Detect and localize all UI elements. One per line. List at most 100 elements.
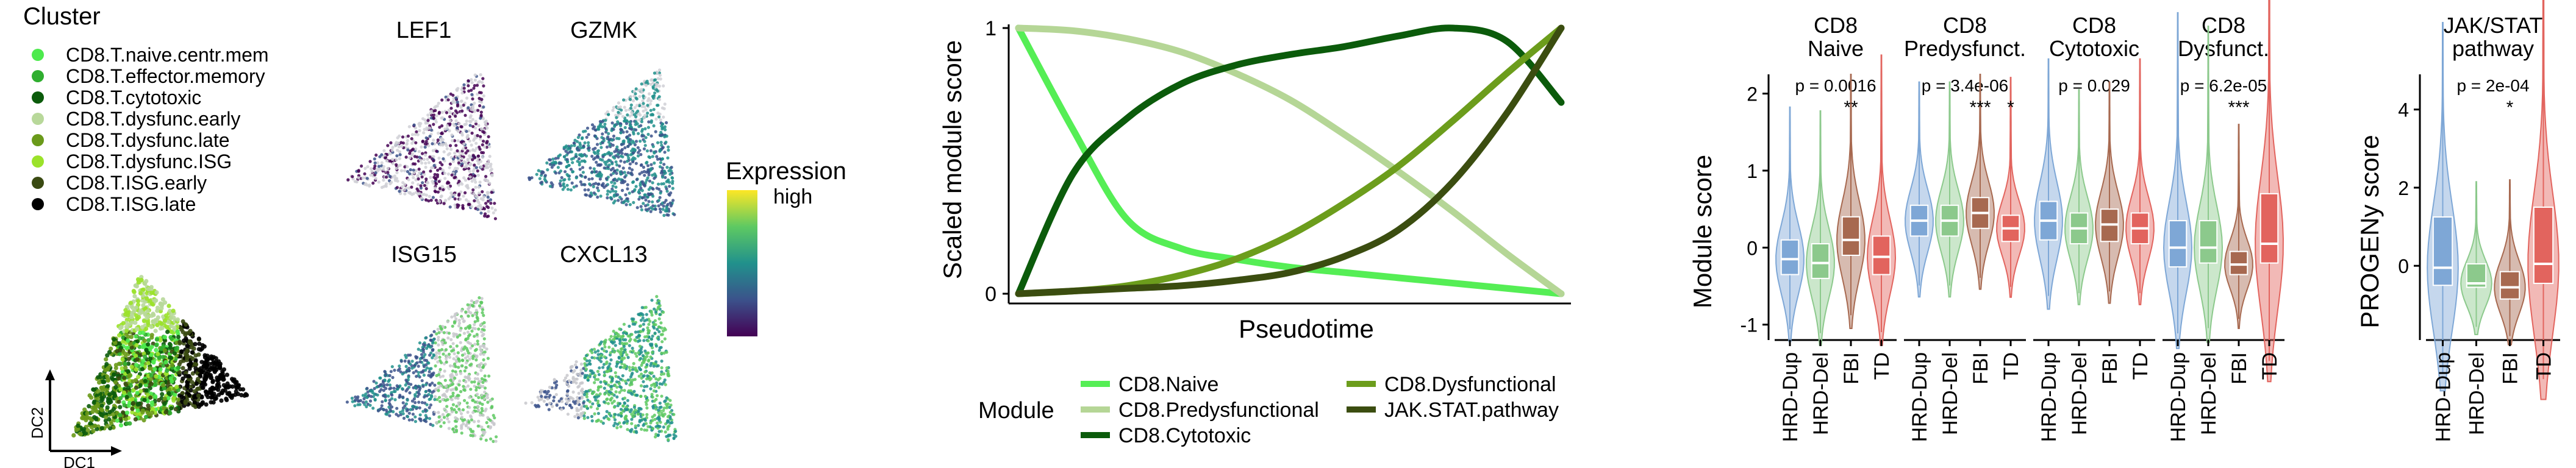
cluster-legend-label: CD8.T.ISG.late: [66, 193, 196, 215]
colorbar-gradient: [727, 190, 757, 336]
cluster-legend-swatch: [32, 177, 44, 189]
cluster-legend-label: CD8.T.effector.memory: [66, 65, 265, 87]
significance-marker: *: [2506, 98, 2514, 118]
cluster-legend-label: CD8.T.cytotoxic: [66, 87, 201, 108]
facet-title: Naive: [1808, 36, 1864, 61]
cluster-scatter: [71, 275, 249, 438]
gene-title-lef1: LEF1: [396, 18, 452, 43]
module-legend-label: JAK.STAT.pathway: [1384, 399, 1559, 422]
cluster-legend-item: CD8.T.naive.centr.mem: [32, 44, 269, 66]
colorbar-title: Expression: [726, 158, 846, 185]
cluster-legend-title: Cluster: [23, 3, 101, 30]
category-label: TD: [1870, 352, 1894, 380]
violin-ytick: 0: [1747, 237, 1758, 259]
cluster-legend-swatch: [32, 155, 44, 168]
category-label: HRD-Del: [1809, 352, 1833, 435]
module-legend-label: CD8.Predysfunctional: [1118, 399, 1319, 422]
cluster-legend-item: CD8.T.dysfunc.ISG: [32, 151, 232, 172]
module-legend-label: CD8.Dysfunctional: [1384, 373, 1556, 396]
module-legend-item: CD8.Cytotoxic: [1081, 424, 1251, 447]
module-legend-item: CD8.Dysfunctional: [1347, 373, 1556, 396]
module-legend: CD8.Naive CD8.PredysfunctionalCD8.Cytotox…: [1081, 373, 1559, 447]
feature-cxcl13: CXCL13: [524, 242, 678, 442]
significance-marker: *: [2007, 98, 2014, 118]
dc2-label: DC2: [28, 407, 46, 439]
cluster-legend-item: CD8.T.dysfunc.early: [32, 108, 240, 130]
colorbar-high-label: high: [773, 185, 812, 208]
violin-ytick: 2: [2398, 177, 2409, 199]
category-label: HRD-Dup: [2432, 352, 2455, 442]
category-label: HRD-Del: [1939, 352, 1962, 435]
category-label: HRD-Dup: [1779, 352, 1802, 442]
cluster-legend-item: CD8.T.ISG.late: [32, 193, 196, 215]
facet-title: CD8: [2072, 13, 2116, 38]
cluster-legend-swatch: [32, 70, 44, 82]
dc-axes: DC2 DC1: [28, 369, 122, 468]
category-label: FBI: [2228, 352, 2251, 385]
violin-ytick: 1: [1747, 160, 1758, 182]
facet-p-value: p = 0.0016: [1795, 76, 1876, 95]
violin-box: [2168, 220, 2188, 268]
cluster-legend-label: CD8.T.dysfunc.late: [66, 129, 230, 151]
violin-box: [1872, 235, 1891, 275]
module-legend-title: Module: [978, 398, 1054, 424]
facet-p-value: p = 3.4e-06: [1922, 76, 2008, 95]
pseudotime-series-line: [1015, 24, 1565, 297]
category-label: HRD-Del: [2466, 352, 2489, 435]
significance-marker: **: [1844, 98, 1858, 118]
violin-box: [2432, 216, 2453, 286]
module-legend-label: CD8.Cytotoxic: [1118, 424, 1251, 447]
pseudotime-series-line: [1015, 24, 1565, 297]
facet-title: CD8: [1814, 13, 1858, 38]
category-label: FBI: [2499, 352, 2522, 385]
significance-marker: ***: [2228, 98, 2249, 118]
pseudotime-series-line: [1015, 24, 1565, 297]
category-label: FBI: [1840, 352, 1863, 385]
significance-marker: ***: [1969, 98, 1991, 118]
module-score-ylabel: Module score: [1688, 155, 1717, 308]
feature-isg15: ISG15: [345, 242, 498, 444]
progeny-ylabel: PROGENy score: [2355, 135, 2384, 328]
violin-box: [2229, 250, 2249, 275]
category-label: HRD-Dup: [2038, 352, 2061, 442]
violin-ytick: 2: [1747, 83, 1758, 105]
gene-title-cxcl13: CXCL13: [560, 242, 648, 268]
pseudotime-ylabel: Scaled module score: [938, 40, 967, 279]
category-label: TD: [2258, 352, 2281, 380]
module-legend-item: CD8.Predysfunctional: [1081, 399, 1319, 422]
dc1-label: DC1: [63, 453, 95, 468]
cluster-legend-swatch: [32, 91, 44, 104]
pseudotime-ytick: 0: [985, 283, 996, 306]
facet-p-value: p = 2e-04: [2456, 76, 2529, 95]
cluster-legend: CD8.T.naive.centr.memCD8.T.effector.memo…: [32, 44, 269, 215]
violin-box: [1841, 216, 1861, 256]
violin-ytick: 0: [2398, 255, 2409, 277]
cluster-legend-label: CD8.T.naive.centr.mem: [66, 44, 269, 66]
violin-box: [1780, 239, 1800, 275]
cluster-legend-label: CD8.T.dysfunc.early: [66, 108, 240, 130]
cluster-legend-label: CD8.T.dysfunc.ISG: [66, 151, 232, 172]
cluster-legend-swatch: [32, 49, 44, 61]
violin-box: [2199, 220, 2218, 264]
cluster-panel: Cluster CD8.T.naive.centr.memCD8.T.effec…: [23, 3, 269, 468]
cluster-legend-swatch: [32, 113, 44, 125]
pseudotime-series-line: [1015, 24, 1565, 297]
violin-ytick: 4: [2398, 99, 2409, 121]
pseudotime-series-line: [1015, 24, 1565, 297]
module-legend-item: CD8.Naive: [1081, 373, 1218, 396]
category-label: TD: [2129, 352, 2152, 380]
facet-p-value: p = 0.029: [2058, 76, 2130, 95]
cluster-legend-item: CD8.T.cytotoxic: [32, 87, 201, 108]
cluster-legend-item: CD8.T.effector.memory: [32, 65, 265, 87]
cluster-legend-label: CD8.T.ISG.early: [66, 172, 207, 194]
category-label: HRD-Del: [2068, 352, 2091, 435]
pseudotime-panel: 0 1 Pseudotime Scaled module score Module…: [938, 17, 1571, 447]
category-label: HRD-Dup: [1908, 352, 1931, 442]
